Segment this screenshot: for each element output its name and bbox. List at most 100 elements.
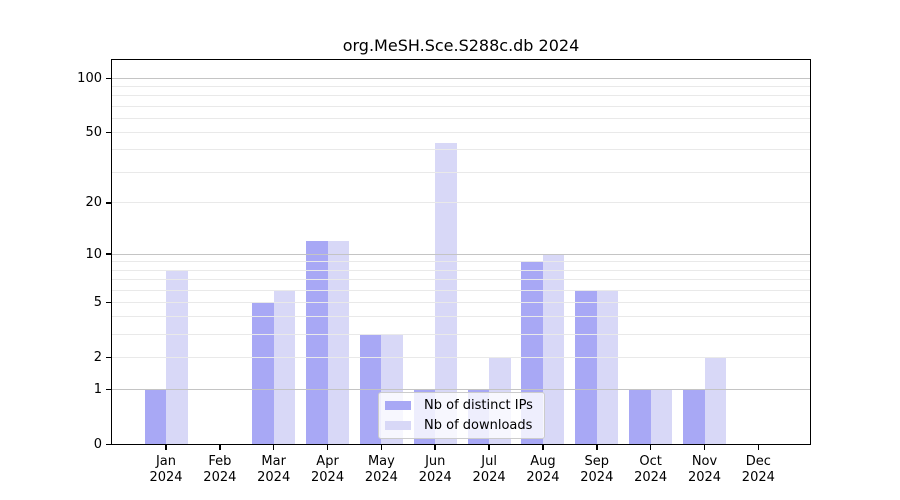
gridline-major bbox=[111, 253, 811, 255]
legend-label-distinct-ips: Nb of distinct IPs bbox=[424, 398, 533, 413]
y-tick-label-50: 50 bbox=[85, 125, 102, 141]
y-tick-label-1: 1 bbox=[93, 382, 102, 398]
y-tick bbox=[105, 388, 111, 391]
x-tick-year: 2024 bbox=[418, 470, 452, 485]
bar-ips-apr bbox=[306, 241, 328, 445]
gridline-minor bbox=[111, 334, 811, 336]
x-tick-month: Apr bbox=[316, 453, 339, 469]
plot-frame bbox=[111, 59, 811, 445]
x-tick-label-may: May 2024 bbox=[349, 454, 413, 487]
gridline-minor bbox=[111, 261, 811, 263]
x-tick-label-dec: Dec 2024 bbox=[726, 454, 790, 487]
x-tick-label-jul: Jul 2024 bbox=[457, 454, 521, 487]
x-tick bbox=[434, 445, 437, 450]
y-tick bbox=[105, 253, 111, 256]
gridline-minor bbox=[111, 279, 811, 281]
bar-ips-jan bbox=[144, 389, 166, 445]
y-tick bbox=[105, 77, 111, 80]
bar-downloads-apr bbox=[327, 241, 350, 445]
y-tick-label-5: 5 bbox=[93, 294, 102, 310]
legend-item-distinct-ips: Nb of distinct IPs bbox=[385, 398, 536, 413]
gridline-minor bbox=[111, 149, 811, 151]
x-tick bbox=[757, 445, 760, 450]
gridline-minor bbox=[111, 289, 811, 291]
x-tick-year: 2024 bbox=[580, 470, 614, 485]
x-tick-month: Oct bbox=[639, 453, 662, 469]
x-tick-year: 2024 bbox=[149, 470, 183, 485]
gridline-minor bbox=[111, 171, 811, 173]
x-tick-label-feb: Feb 2024 bbox=[188, 454, 252, 487]
x-tick bbox=[165, 445, 167, 450]
x-tick-year: 2024 bbox=[364, 470, 398, 485]
chart-title: org.MeSH.Sce.S288c.db 2024 bbox=[342, 36, 580, 55]
gridline-minor bbox=[111, 132, 811, 134]
x-tick-year: 2024 bbox=[203, 470, 237, 485]
x-tick bbox=[326, 445, 329, 450]
x-tick-month: Nov bbox=[691, 453, 718, 469]
bar-ips-mar bbox=[252, 302, 274, 445]
gridline-minor bbox=[111, 95, 811, 97]
x-tick-month: Feb bbox=[208, 453, 232, 469]
x-tick-year: 2024 bbox=[526, 470, 560, 485]
y-tick bbox=[105, 443, 111, 446]
bar-downloads-mar bbox=[273, 290, 296, 445]
y-tick-label-100: 100 bbox=[77, 70, 102, 86]
x-tick bbox=[272, 445, 275, 450]
bar-ips-nov bbox=[683, 389, 705, 445]
x-tick-year: 2024 bbox=[311, 470, 345, 485]
x-tick-year: 2024 bbox=[687, 470, 722, 485]
x-tick-label-sep: Sep 2024 bbox=[565, 454, 629, 487]
x-tick-year: 2024 bbox=[257, 470, 291, 485]
x-tick-label-jun: Jun 2024 bbox=[403, 454, 467, 487]
x-tick-month: Dec bbox=[745, 453, 771, 469]
gridline-minor bbox=[111, 269, 811, 271]
x-tick-year: 2024 bbox=[741, 470, 775, 485]
gridline-minor bbox=[111, 316, 811, 318]
gridline-minor bbox=[111, 117, 811, 119]
gridline-major bbox=[111, 77, 811, 80]
bar-downloads-nov bbox=[704, 357, 726, 445]
x-tick bbox=[488, 445, 490, 450]
y-tick bbox=[105, 202, 111, 204]
gridline-major bbox=[111, 388, 811, 391]
gridline-minor bbox=[111, 356, 811, 358]
legend: Nb of distinct IPs Nb of downloads bbox=[378, 392, 545, 439]
legend-label-downloads: Nb of downloads bbox=[424, 418, 533, 433]
x-tick bbox=[649, 445, 652, 450]
x-tick-month: Jun bbox=[425, 453, 446, 469]
bar-downloads-sep bbox=[596, 290, 619, 445]
y-tick bbox=[105, 131, 111, 134]
gridline-minor bbox=[111, 105, 811, 107]
x-tick-month: Mar bbox=[261, 453, 286, 469]
bar-downloads-aug bbox=[542, 254, 565, 445]
y-tick bbox=[105, 301, 111, 304]
bar-ips-sep bbox=[575, 290, 597, 445]
y-tick bbox=[105, 356, 111, 359]
legend-swatch-distinct-ips bbox=[385, 401, 411, 410]
x-tick-label-oct: Oct 2024 bbox=[619, 454, 683, 487]
x-tick-year: 2024 bbox=[472, 470, 506, 485]
x-tick-label-nov: Nov 2024 bbox=[673, 454, 737, 487]
x-tick-year: 2024 bbox=[634, 470, 668, 485]
y-tick-label-0: 0 bbox=[93, 437, 102, 452]
x-tick bbox=[542, 445, 544, 450]
gridline-minor bbox=[111, 86, 811, 88]
x-tick bbox=[596, 445, 598, 450]
x-tick-label-jan: Jan 2024 bbox=[134, 454, 198, 487]
x-tick-month: Jan bbox=[155, 453, 177, 469]
x-tick-month: Sep bbox=[584, 453, 610, 469]
x-tick bbox=[380, 445, 383, 450]
x-tick-month: May bbox=[367, 453, 395, 469]
y-tick-label-2: 2 bbox=[93, 349, 102, 365]
x-tick-month: Jul bbox=[481, 453, 497, 469]
bar-ips-oct bbox=[629, 389, 651, 445]
y-tick-label-10: 10 bbox=[85, 246, 102, 262]
x-tick-label-mar: Mar 2024 bbox=[242, 454, 306, 487]
x-tick-month: Aug bbox=[530, 453, 556, 469]
legend-swatch-downloads bbox=[385, 421, 411, 430]
x-tick-label-apr: Apr 2024 bbox=[296, 454, 360, 487]
bar-downloads-oct bbox=[650, 389, 673, 445]
x-tick bbox=[219, 445, 221, 450]
bar-downloads-jun bbox=[435, 142, 457, 445]
